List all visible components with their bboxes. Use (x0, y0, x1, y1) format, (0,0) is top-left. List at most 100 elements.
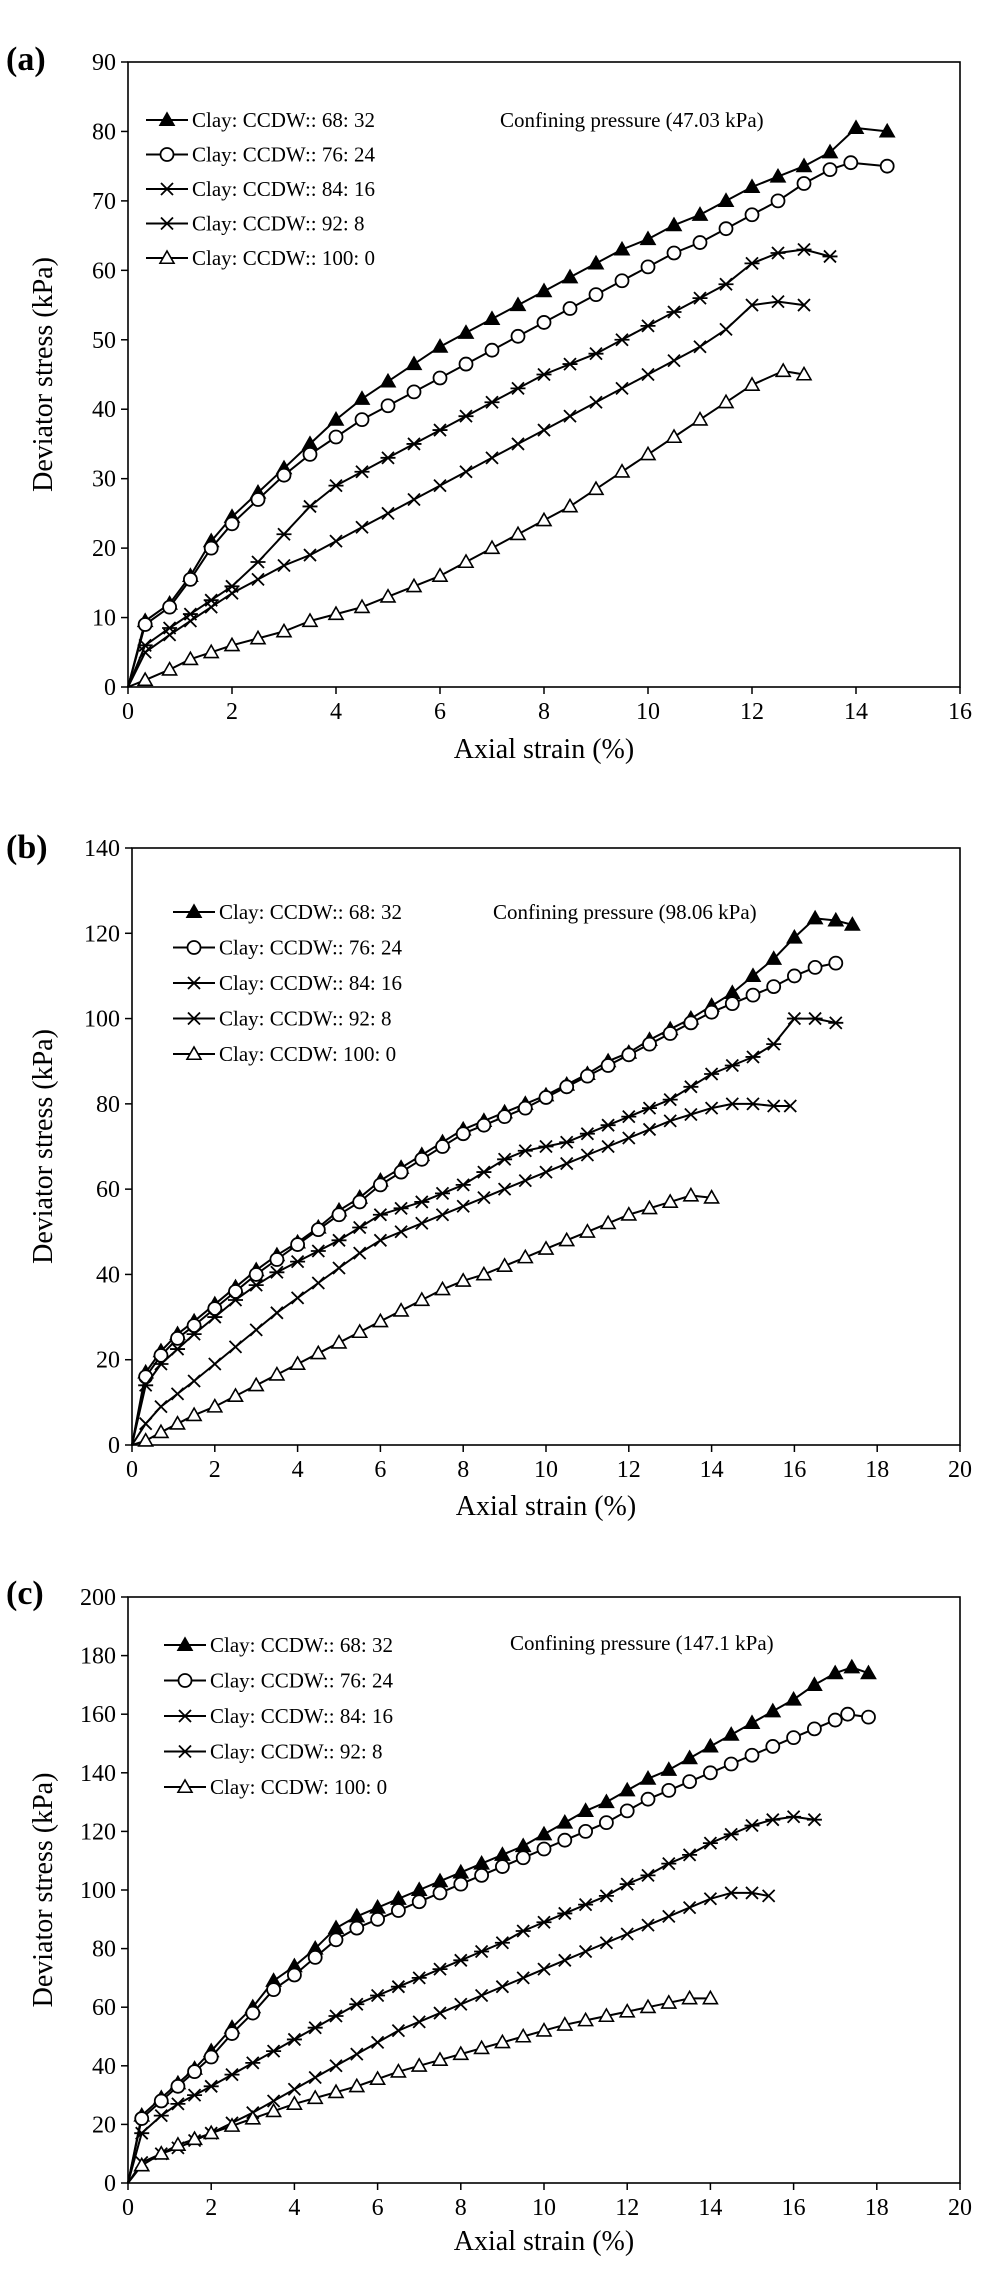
data-point (202, 2124, 220, 2140)
data-point (455, 1178, 471, 1192)
data-point (515, 1850, 531, 1866)
data-point (786, 1810, 802, 1824)
data-point (537, 1240, 555, 1255)
data-point (134, 2126, 150, 2140)
legend-marker (186, 940, 202, 955)
x-tick-label: 12 (615, 2195, 639, 2221)
data-point (662, 1909, 676, 1924)
data-point (599, 1936, 614, 1950)
data-point (577, 1802, 594, 1817)
data-point (515, 1924, 531, 1938)
legend-label: Clay: CCDW:: 84: 16 (219, 971, 402, 995)
data-point (766, 1037, 782, 1051)
data-point (394, 1225, 408, 1239)
data-point (456, 1199, 470, 1213)
data-point (640, 259, 656, 275)
y-tick-label: 160 (80, 1702, 116, 1728)
data-point (861, 1709, 876, 1725)
data-point (613, 463, 631, 478)
data-point (539, 1165, 553, 1179)
data-point (454, 1997, 468, 2011)
data-point (476, 1117, 492, 1133)
data-point (786, 1011, 802, 1026)
data-point (223, 2117, 241, 2132)
data-point (379, 372, 397, 388)
data-point (497, 1182, 512, 1196)
legend-marker (176, 1636, 194, 1652)
data-point (484, 342, 500, 358)
data-point (642, 1036, 657, 1052)
data-point (370, 1911, 386, 1927)
data-point (392, 1302, 410, 1317)
data-point (390, 2063, 407, 2078)
data-point (153, 2108, 169, 2123)
data-point (185, 1406, 203, 1422)
data-point (354, 412, 370, 428)
data-point (744, 1747, 760, 1763)
data-point (183, 614, 198, 628)
data-point (559, 1079, 575, 1095)
data-point (745, 987, 761, 1003)
data-point (693, 340, 707, 354)
data-point (182, 650, 199, 666)
data-point (615, 381, 629, 396)
legend-label: Clay: CCDW:: 68: 32 (210, 1633, 393, 1657)
data-point (133, 2156, 151, 2172)
data-point (806, 1813, 822, 1827)
data-point (667, 353, 681, 368)
data-point (762, 1889, 776, 1903)
data-point (203, 540, 219, 556)
y-tick-label: 90 (92, 50, 116, 76)
x-tick-label: 18 (865, 2195, 889, 2221)
data-point (457, 324, 475, 339)
data-point (433, 2006, 447, 2020)
series-4 (127, 294, 811, 688)
data-point (136, 671, 154, 687)
data-point (494, 1846, 511, 1861)
data-point (276, 527, 292, 541)
data-point (786, 1730, 801, 1746)
data-point (203, 2079, 219, 2093)
data-point (682, 1900, 697, 1915)
x-tick-label: 2 (209, 1457, 221, 1483)
series-3 (131, 1011, 844, 1446)
data-point (248, 1267, 264, 1282)
data-point (723, 1827, 739, 1841)
legend-entry: Clay: CCDW:: 84: 16 (146, 177, 375, 201)
data-point (639, 445, 657, 461)
data-point (407, 492, 421, 507)
data-point (744, 1818, 760, 1833)
data-point (744, 967, 762, 982)
data-point (665, 216, 683, 232)
panel-a: (a) 0 10 20 30 40 50 60 70 80 90 0 2 4 6 8 10 12 14 16 Axial… (6, 41, 972, 765)
data-point (843, 155, 859, 171)
data-point (517, 1100, 533, 1116)
data-point (536, 315, 552, 330)
data-point (287, 2082, 302, 2096)
panel-label: (a) (6, 41, 46, 78)
data-point (599, 1214, 617, 1230)
data-point (704, 1101, 719, 1115)
data-point (516, 1248, 534, 1264)
data-point (556, 2016, 574, 2031)
legend-marker (178, 1744, 192, 1759)
data-point (390, 1903, 406, 1918)
data-point (290, 1237, 306, 1252)
y-axis-title: Deviator stress (kPa) (28, 1029, 59, 1264)
data-point (600, 1118, 616, 1132)
data-point (806, 1676, 823, 1691)
y-axis-title: Deviator stress (kPa) (28, 257, 59, 492)
data-point (598, 1793, 615, 1809)
x-tick-label: 6 (372, 2195, 384, 2221)
data-point (516, 1971, 530, 1985)
data-point (717, 192, 735, 207)
data-point (307, 2021, 323, 2035)
data-point (306, 2089, 324, 2105)
legend-entry: Clay: CCDW:: 68: 32 (173, 900, 402, 924)
data-point (536, 1915, 552, 1929)
data-point (154, 1399, 168, 1414)
data-point (329, 2059, 343, 2073)
data-point (580, 1148, 595, 1162)
data-point (270, 1306, 284, 1320)
